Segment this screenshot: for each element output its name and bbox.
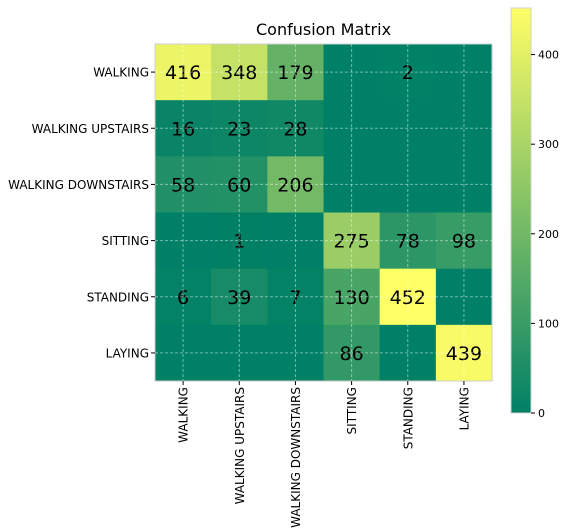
y-tick-label: WALKING [93, 66, 149, 80]
cell-value-label: 452 [390, 287, 426, 309]
heatmap-cell [323, 324, 381, 382]
heatmap-cell [379, 100, 437, 157]
x-tick-label: LAYING [457, 387, 471, 430]
cell-value-label: 130 [333, 287, 369, 309]
x-tick-label: WALKING UPSTAIRS [233, 387, 247, 504]
y-tick-label: WALKING UPSTAIRS [32, 122, 149, 136]
heatmap-cell [211, 156, 268, 214]
heatmap-cell [155, 212, 212, 270]
heatmap-cell [267, 268, 325, 326]
colorbar-tick-label: 200 [538, 228, 559, 241]
cell-value-label: 179 [277, 62, 313, 84]
cell-value-label: 78 [396, 231, 420, 253]
heatmap-cell [211, 100, 268, 157]
heatmap-cell [211, 44, 268, 101]
heatmap-cell [435, 324, 493, 382]
heatmap-cell [155, 156, 212, 214]
heatmap-grid [155, 44, 493, 382]
heatmap-cell [267, 156, 325, 214]
heatmap-cell [379, 44, 437, 101]
cell-value-label: 206 [277, 174, 313, 196]
heatmap-cell [323, 100, 381, 157]
cell-value-label: 28 [283, 118, 307, 140]
cell-value-label: 58 [171, 174, 195, 196]
cell-value-label: 275 [333, 231, 369, 253]
heatmap-cell [155, 44, 212, 101]
heatmap-cell [379, 156, 437, 214]
cell-value-label: 1 [233, 231, 245, 253]
heatmap-cell [379, 212, 437, 270]
heatmap-cell [323, 212, 381, 270]
colorbar: 0 100 200 300 400 [510, 7, 559, 420]
cell-value-label: 86 [340, 343, 364, 365]
heatmap-cell [267, 324, 325, 382]
colorbar-gradient [510, 7, 532, 414]
heatmap-cell [323, 44, 381, 101]
x-tick-label: STANDING [401, 387, 415, 449]
cell-value-label: 7 [289, 287, 301, 309]
cell-value-label: 39 [227, 287, 251, 309]
cell-value-label: 348 [221, 62, 257, 84]
heatmap-cell [435, 268, 493, 326]
y-tick-labels: WALKING WALKING UPSTAIRS WALKING DOWNSTAIR… [8, 66, 155, 360]
cell-value-label: 6 [177, 287, 189, 309]
cell-value-label: 16 [171, 118, 195, 140]
heatmap-cell [435, 212, 493, 270]
x-tick-label: WALKING DOWNSTAIRS [289, 387, 303, 528]
heatmap-cell [323, 156, 381, 214]
cell-value-label: 416 [165, 62, 201, 84]
cell-value-label: 439 [446, 343, 482, 365]
cell-value-label: 98 [452, 231, 476, 253]
colorbar-tick-label: 100 [538, 317, 559, 330]
plot-frame [154, 43, 493, 382]
heatmap-cell [211, 212, 268, 270]
heatmap-cell [435, 100, 493, 157]
chart-title: Confusion Matrix [256, 20, 391, 39]
heatmap-cell [267, 44, 325, 101]
colorbar-tick-label: 0 [538, 407, 545, 420]
heatmap-cell [155, 268, 212, 326]
heatmap-cell [379, 268, 437, 326]
heatmap-cell [211, 268, 268, 326]
x-tick-label: SITTING [345, 387, 359, 434]
heatmap-cells: 416 348 179 2 16 23 28 58 60 206 1 275 78 98 6 39 7 130 45… [155, 44, 493, 382]
y-tick-label: STANDING [87, 290, 149, 304]
cell-value-label: 60 [227, 174, 251, 196]
y-tick-label: SITTING [102, 234, 149, 248]
heatmap-cell [267, 212, 325, 270]
x-tick-label: WALKING [177, 387, 191, 443]
cell-value-label: 2 [402, 62, 414, 84]
y-tick-label: WALKING DOWNSTAIRS [8, 178, 149, 192]
y-tick-label: LAYING [106, 346, 149, 360]
heatmap-cell [155, 100, 212, 157]
heatmap-cell [435, 156, 493, 214]
cell-value-label: 23 [227, 118, 251, 140]
heatmap-cell [155, 324, 212, 382]
heatmap-cell [267, 100, 325, 157]
heatmap-cell [379, 324, 437, 382]
x-tick-labels: WALKING WALKING UPSTAIRS WALKING DOWNSTAIR… [177, 381, 471, 528]
colorbar-tick-label: 400 [538, 49, 559, 62]
heatmap-cell [211, 324, 268, 382]
colorbar-tick-label: 300 [538, 138, 559, 151]
heatmap-cell [435, 44, 493, 101]
heatmap-cell [323, 268, 381, 326]
